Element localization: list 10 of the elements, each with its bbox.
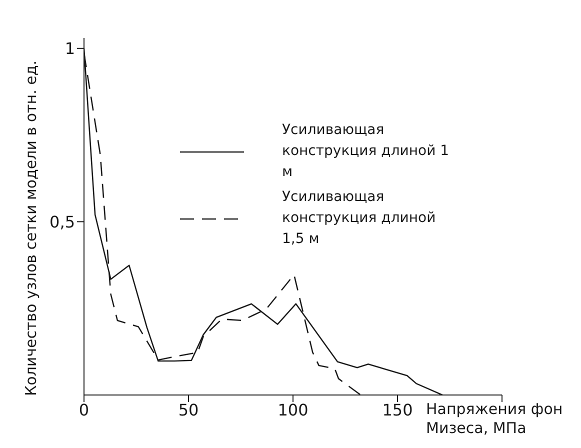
y-tick-label: 0,5	[50, 212, 75, 232]
x-tick-label: 100	[278, 400, 308, 420]
x-tick-label: 150	[382, 400, 413, 420]
legend-label: Усиливающая конструкция длиной 1,5 м	[282, 188, 437, 249]
x-tick-label: 0	[78, 400, 90, 420]
y-tick-label: 1	[64, 39, 75, 58]
x-tick-label: 50	[178, 400, 199, 420]
legend-label: Усиливающая конструкция длиной 1 м	[282, 121, 450, 182]
y-axis-title: Количество узлов сетки модели в отн. ед.	[22, 60, 40, 396]
x-axis-title: Напряжения фон Мизеса, МПа	[426, 400, 564, 438]
